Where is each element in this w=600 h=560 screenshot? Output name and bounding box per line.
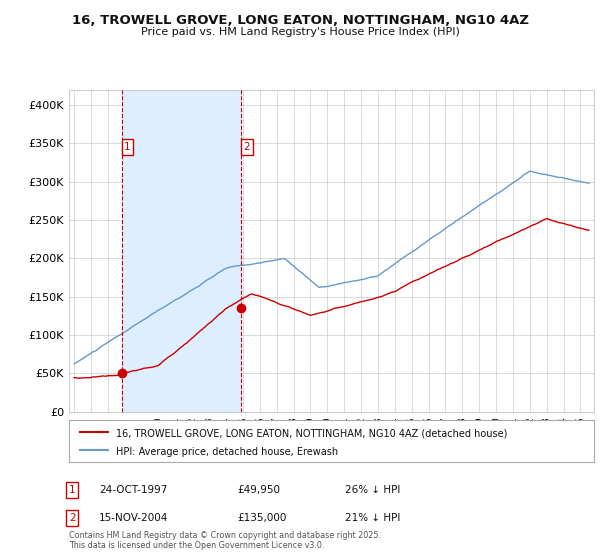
Text: 16, TROWELL GROVE, LONG EATON, NOTTINGHAM, NG10 4AZ: 16, TROWELL GROVE, LONG EATON, NOTTINGHA… <box>71 14 529 27</box>
Text: 2: 2 <box>69 513 76 523</box>
Text: 16, TROWELL GROVE, LONG EATON, NOTTINGHAM, NG10 4AZ (detached house): 16, TROWELL GROVE, LONG EATON, NOTTINGHA… <box>116 428 508 438</box>
Text: 21% ↓ HPI: 21% ↓ HPI <box>345 513 400 523</box>
Text: 1: 1 <box>69 485 76 495</box>
Text: £135,000: £135,000 <box>237 513 286 523</box>
Text: 26% ↓ HPI: 26% ↓ HPI <box>345 485 400 495</box>
Text: 15-NOV-2004: 15-NOV-2004 <box>99 513 169 523</box>
Text: HPI: Average price, detached house, Erewash: HPI: Average price, detached house, Erew… <box>116 447 338 457</box>
Bar <box>122 90 241 412</box>
Text: 24-OCT-1997: 24-OCT-1997 <box>99 485 167 495</box>
Text: Price paid vs. HM Land Registry's House Price Index (HPI): Price paid vs. HM Land Registry's House … <box>140 27 460 37</box>
Text: 2: 2 <box>244 142 250 152</box>
Text: £49,950: £49,950 <box>237 485 280 495</box>
Text: 1: 1 <box>124 142 131 152</box>
Text: Contains HM Land Registry data © Crown copyright and database right 2025.
This d: Contains HM Land Registry data © Crown c… <box>69 530 381 550</box>
